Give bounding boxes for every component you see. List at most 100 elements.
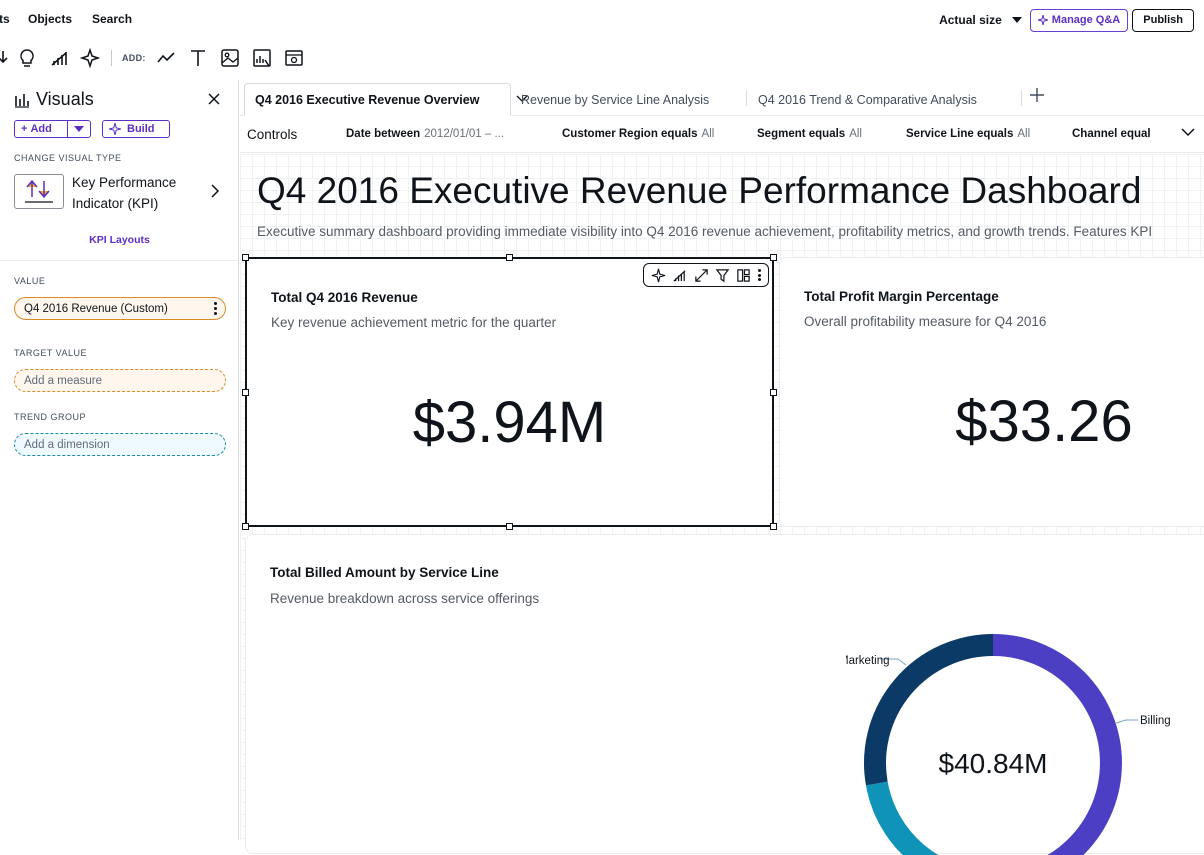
kpi-profit-margin-card[interactable]: Total Profit Margin Percentage Overall p…	[779, 257, 1204, 527]
target-value-label: TARGET VALUE	[14, 348, 88, 358]
control-name: Customer Region equals	[562, 128, 698, 140]
donut-label-marketing: Marketing	[846, 655, 890, 667]
trend-placeholder: Add a dimension	[24, 438, 110, 451]
control-value: 2012/01/01 – ...	[424, 128, 505, 140]
control-segment[interactable]: Segment equals All	[757, 128, 862, 140]
resize-handle[interactable]	[770, 389, 777, 396]
publish-label: Publish	[1143, 14, 1183, 26]
manage-qa-label: Manage Q&A	[1051, 14, 1121, 26]
kpi-value: $33.26	[955, 389, 1133, 454]
control-value: All	[1017, 128, 1031, 140]
resize-handle[interactable]	[506, 523, 513, 530]
embed-icon[interactable]	[283, 47, 305, 69]
trend-group-field-well[interactable]: Add a dimension	[14, 433, 226, 456]
sheet-canvas: Q4 2016 Executive Revenue Performance Da…	[240, 154, 1204, 855]
resize-handle[interactable]	[242, 523, 249, 530]
insight-add-icon[interactable]	[251, 47, 273, 69]
control-channel[interactable]: Channel equal	[1072, 128, 1172, 140]
value-field-label: Q4 2016 Revenue (Custom)	[24, 302, 168, 315]
more-options-icon[interactable]	[214, 302, 217, 317]
line-chart-icon[interactable]	[155, 47, 177, 69]
sheet-title: Q4 2016 Executive Revenue Performance Da…	[257, 170, 1142, 211]
chevron-down-icon	[74, 126, 84, 132]
tab-label: Q4 2016 Executive Revenue Overview	[255, 92, 480, 107]
control-name: Service Line equals	[906, 128, 1014, 140]
donut-slice-other[interactable]	[865, 781, 993, 855]
resize-handle[interactable]	[770, 254, 777, 261]
donut-billed-by-service-line-card[interactable]: Total Billed Amount by Service Line Reve…	[245, 534, 1204, 855]
add-dropdown[interactable]	[68, 121, 90, 137]
add-main[interactable]: + Add	[15, 121, 68, 137]
resize-handle[interactable]	[506, 254, 513, 261]
close-icon[interactable]	[206, 91, 222, 107]
resize-handle[interactable]	[242, 389, 249, 396]
menu-item-edit-partial[interactable]: ts	[0, 12, 10, 26]
insight-bulb-icon[interactable]	[16, 47, 38, 69]
sparkle-icon	[109, 123, 121, 135]
chevron-down-icon	[1011, 17, 1022, 23]
target-placeholder: Add a measure	[24, 374, 102, 387]
layout-icon[interactable]	[736, 268, 751, 283]
chart-type-icon[interactable]	[48, 47, 70, 69]
control-value: All	[849, 128, 862, 140]
sparkle-icon[interactable]	[651, 268, 666, 283]
donut-slice-billing[interactable]	[992, 634, 1122, 855]
top-bar: ts Objects Search Actual size Manage Q&A…	[0, 0, 1204, 40]
control-customer-region[interactable]: Customer Region equals All	[562, 128, 714, 140]
text-icon[interactable]	[187, 47, 209, 69]
control-name: Channel equal	[1072, 128, 1151, 140]
chevron-down-icon[interactable]	[1181, 127, 1195, 137]
kpi-visual-icon[interactable]	[14, 174, 64, 209]
tab-q4-trend-comparative[interactable]: Q4 2016 Trend & Comparative Analysis	[758, 83, 977, 116]
add-visual-button[interactable]: + Add	[14, 120, 91, 138]
visual-type-name: Key Performance Indicator (KPI)	[72, 175, 177, 211]
tab-executive-revenue-overview[interactable]: Q4 2016 Executive Revenue Overview	[244, 83, 528, 116]
control-date-between[interactable]: Date between 2012/01/01 – ...	[346, 128, 504, 140]
controls-bar: Controls Date between 2012/01/01 – ... Cu…	[240, 117, 1204, 153]
sparkle-icon[interactable]	[79, 47, 101, 69]
chevron-down-icon[interactable]	[516, 95, 528, 103]
actual-size-dropdown[interactable]: Actual size	[939, 13, 1022, 27]
panel-divider	[0, 260, 238, 261]
visuals-panel-title: Visuals	[14, 89, 94, 110]
resize-handle[interactable]	[770, 523, 777, 530]
download-icon[interactable]	[0, 47, 14, 69]
more-options-icon[interactable]	[757, 268, 761, 283]
kpi-value: $3.94M	[412, 390, 607, 455]
menu-item-objects[interactable]: Objects	[28, 12, 73, 26]
controls-title: Controls	[247, 127, 298, 142]
plus-icon: +	[21, 123, 28, 135]
card-subtitle: Key revenue achievement metric for the q…	[271, 315, 557, 330]
target-value-field-well[interactable]: Add a measure	[14, 369, 226, 392]
donut-label-billing: Billing	[1140, 715, 1171, 727]
build-button[interactable]: Build	[102, 120, 170, 138]
expand-icon[interactable]	[694, 268, 709, 283]
actual-size-label: Actual size	[939, 13, 1002, 27]
top-right-actions: Actual size Manage Q&A Publish	[939, 8, 1204, 32]
card-title: Total Profit Margin Percentage	[804, 289, 999, 304]
manage-qa-button[interactable]: Manage Q&A	[1029, 8, 1129, 32]
filter-icon[interactable]	[715, 268, 730, 283]
value-field-well[interactable]: Q4 2016 Revenue (Custom)	[14, 297, 226, 320]
kpi-layouts-link[interactable]: KPI Layouts	[89, 234, 150, 246]
chart-type-icon[interactable]	[672, 268, 687, 283]
visuals-panel: Visuals + Add Build CHANGE VISUAL TYPE K…	[0, 80, 239, 840]
donut-slice-marketing[interactable]	[864, 634, 994, 786]
tab-divider	[1021, 90, 1022, 106]
resize-handle[interactable]	[242, 254, 249, 261]
marketing-leader-line	[880, 658, 907, 666]
sparkle-icon	[1037, 15, 1048, 25]
publish-button[interactable]: Publish	[1132, 8, 1194, 32]
image-icon[interactable]	[219, 47, 241, 69]
add-sheet-plus-icon[interactable]	[1030, 88, 1044, 102]
kpi-arrows-icon	[25, 179, 53, 203]
change-visual-type-label: CHANGE VISUAL TYPE	[14, 153, 122, 163]
kpi-total-revenue-card[interactable]: Total Q4 2016 Revenue Key revenue achiev…	[242, 254, 777, 530]
donut-center-total: $40.84M	[939, 748, 1048, 779]
control-service-line[interactable]: Service Line equals All	[906, 128, 1030, 140]
card-title: Total Q4 2016 Revenue	[271, 290, 418, 305]
tab-revenue-by-service-line[interactable]: Revenue by Service Line Analysis	[521, 83, 709, 116]
chevron-right-icon[interactable]	[210, 183, 220, 199]
bar-chart-icon	[15, 93, 29, 108]
menu-item-search[interactable]: Search	[92, 12, 133, 26]
